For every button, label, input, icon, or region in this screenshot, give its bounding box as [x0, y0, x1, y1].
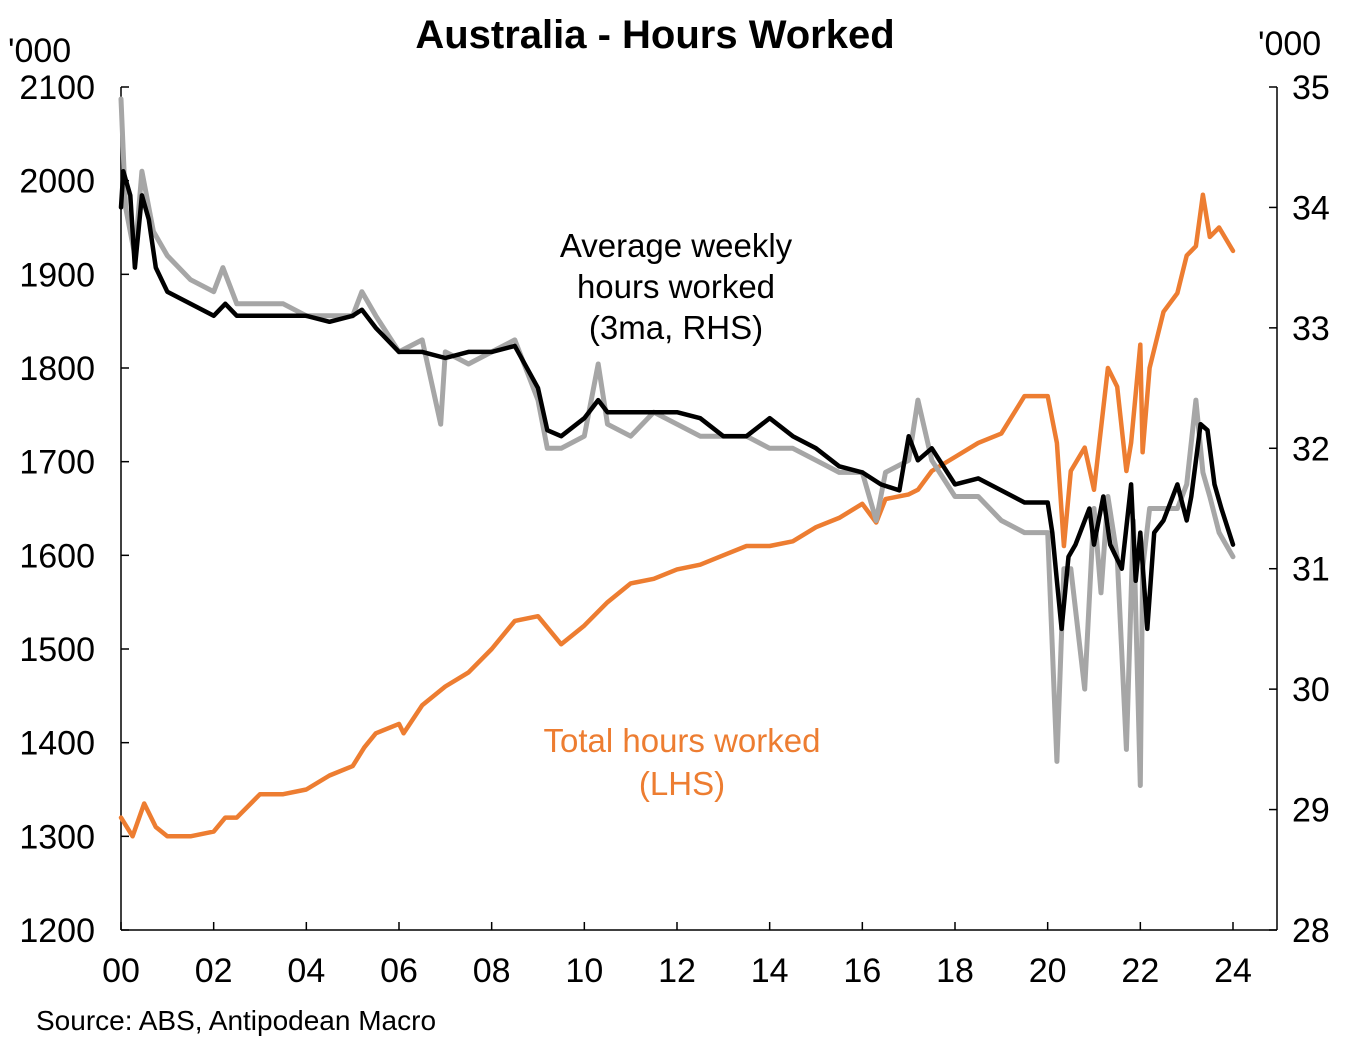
right-tick-label: 30: [1292, 671, 1330, 709]
annotation-average-line3: (3ma, RHS): [589, 309, 763, 346]
average-hours-3ma-line: [118, 169, 1236, 632]
right-tick-label: 29: [1292, 792, 1330, 830]
axes: 1200130014001500160017001800190020002100…: [19, 69, 1329, 990]
x-tick-label: 04: [287, 952, 325, 990]
left-tick-label: 2100: [19, 69, 95, 107]
x-tick-label: 12: [658, 952, 696, 990]
x-tick-label: 18: [936, 952, 974, 990]
average-hours-monthly-line: [118, 96, 1236, 788]
x-tick-label: 24: [1214, 952, 1252, 990]
x-tick-label: 20: [1029, 952, 1067, 990]
right-axis-unit: '000: [1258, 25, 1321, 63]
right-tick-label: 35: [1292, 69, 1330, 107]
x-tick-label: 16: [843, 952, 881, 990]
annotation-average-line1: Average weekly: [560, 227, 793, 264]
annotation-average-hours: Average weekly hours worked (3ma, RHS): [560, 227, 793, 346]
right-tick-label: 34: [1292, 189, 1330, 227]
annotation-average-line2: hours worked: [577, 268, 775, 305]
total-hours-line: [118, 192, 1236, 839]
right-tick-label: 28: [1292, 912, 1330, 950]
x-tick-label: 00: [102, 952, 140, 990]
left-tick-label: 1900: [19, 256, 95, 294]
right-tick-label: 31: [1292, 551, 1330, 589]
x-tick-label: 14: [751, 952, 789, 990]
left-tick-label: 2000: [19, 163, 95, 201]
left-tick-label: 1400: [19, 725, 95, 763]
annotation-total-line1: Total hours worked: [544, 722, 821, 759]
left-tick-label: 1600: [19, 537, 95, 575]
chart-title: Australia - Hours Worked: [415, 13, 894, 57]
left-tick-label: 1200: [19, 912, 95, 950]
left-tick-label: 1300: [19, 818, 95, 856]
x-tick-label: 02: [195, 952, 233, 990]
annotation-total-line2: (LHS): [639, 765, 725, 802]
x-tick-label: 08: [473, 952, 511, 990]
series-lines: [118, 96, 1236, 839]
left-tick-label: 1500: [19, 631, 95, 669]
x-tick-label: 10: [565, 952, 603, 990]
left-tick-label: 1800: [19, 350, 95, 388]
left-tick-label: 1700: [19, 444, 95, 482]
right-tick-label: 32: [1292, 430, 1330, 468]
x-tick-label: 06: [380, 952, 418, 990]
x-tick-label: 22: [1121, 952, 1159, 990]
right-tick-label: 33: [1292, 310, 1330, 348]
source-note: Source: ABS, Antipodean Macro: [36, 1005, 436, 1036]
annotation-total-hours: Total hours worked (LHS): [544, 722, 821, 802]
left-axis-unit: '000: [8, 32, 71, 70]
